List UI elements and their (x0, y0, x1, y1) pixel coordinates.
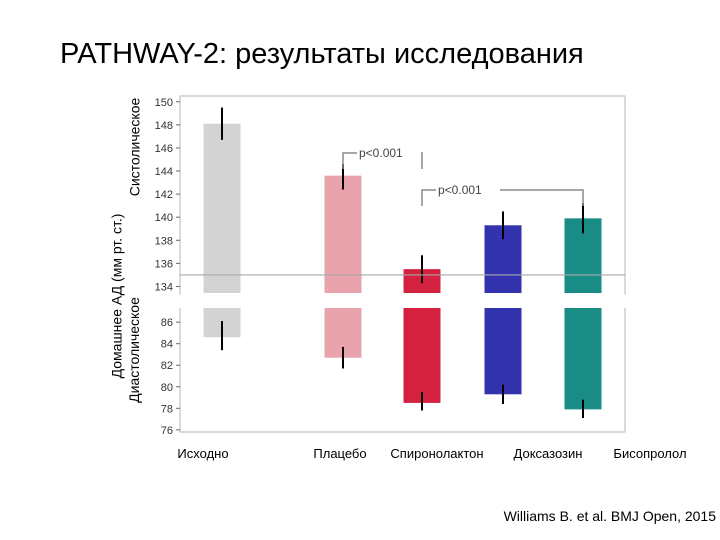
axis-break-gap (178, 295, 631, 308)
diastolic-tick-label: 86 (161, 317, 173, 329)
significance-label: p<0.001 (438, 183, 482, 197)
systolic-panel-frame (179, 95, 626, 299)
systolic-tick-label: 144 (155, 166, 173, 178)
significance-bracket-right (500, 189, 584, 206)
systolic-tick-label: 150 (155, 97, 173, 109)
category-label: Доксазозин (514, 446, 583, 461)
systolic-tick-label: 140 (155, 212, 173, 224)
diastolic-tick-label: 80 (161, 382, 173, 394)
diastolic-bar (484, 306, 522, 395)
significance-bracket-right (421, 152, 423, 169)
category-label: Бисопролол (613, 446, 686, 461)
significance-bracket-left (342, 152, 357, 169)
systolic-tick-label: 146 (155, 143, 173, 155)
category-label: Спиронолактон (390, 446, 483, 461)
systolic-tick-label: 134 (155, 281, 173, 293)
systolic-bar (203, 123, 241, 294)
systolic-tick-label: 138 (155, 235, 173, 247)
citation: Williams B. et al. BMJ Open, 2015 (503, 508, 716, 524)
diastolic-bar (403, 306, 441, 403)
systolic-tick-label: 142 (155, 189, 173, 201)
diastolic-panel-frame (179, 305, 626, 433)
systolic-bar (324, 175, 362, 293)
diastolic-bar (564, 306, 602, 410)
page-title: PATHWAY-2: результаты исследования (60, 38, 584, 70)
systolic-tick-label: 148 (155, 120, 173, 132)
category-label: Плацебо (313, 446, 366, 461)
significance-label: p<0.001 (359, 146, 403, 160)
systolic-tick-label: 136 (155, 258, 173, 270)
diastolic-tick-label: 82 (161, 360, 173, 372)
diastolic-tick-label: 78 (161, 403, 173, 415)
significance-bracket-left (421, 189, 436, 206)
category-label: Исходно (177, 446, 228, 461)
diastolic-tick-label: 84 (161, 339, 173, 351)
diastolic-tick-label: 76 (161, 425, 173, 437)
